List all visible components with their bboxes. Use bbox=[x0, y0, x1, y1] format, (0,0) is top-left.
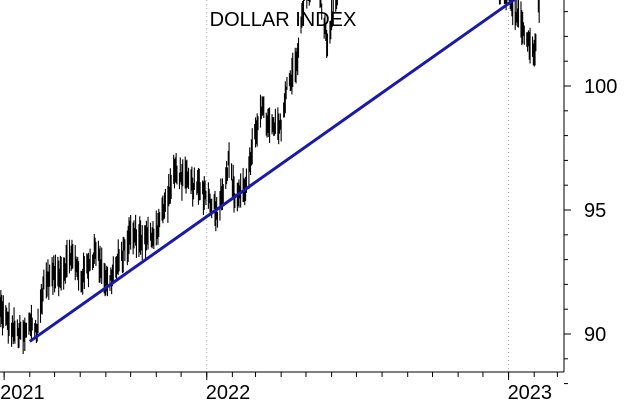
y-tick-label-100: 100 bbox=[584, 76, 617, 98]
x-tick-label-2021: 2021 bbox=[0, 382, 45, 404]
chart-title: DOLLAR INDEX bbox=[210, 9, 357, 31]
price-series bbox=[0, 0, 540, 354]
trendline bbox=[28, 0, 517, 343]
x-tick-label-2022: 2022 bbox=[206, 382, 251, 404]
x-tick-label-2023: 2023 bbox=[508, 382, 553, 404]
trendline-series bbox=[28, 0, 517, 343]
axes bbox=[0, 0, 565, 373]
y-tick-label-90: 90 bbox=[584, 324, 606, 346]
x-ticks: 2021 2022 2023 bbox=[0, 372, 558, 404]
y-ticks: 9095100105110115 bbox=[564, 11, 617, 385]
y-tick-label-95: 95 bbox=[584, 200, 606, 222]
